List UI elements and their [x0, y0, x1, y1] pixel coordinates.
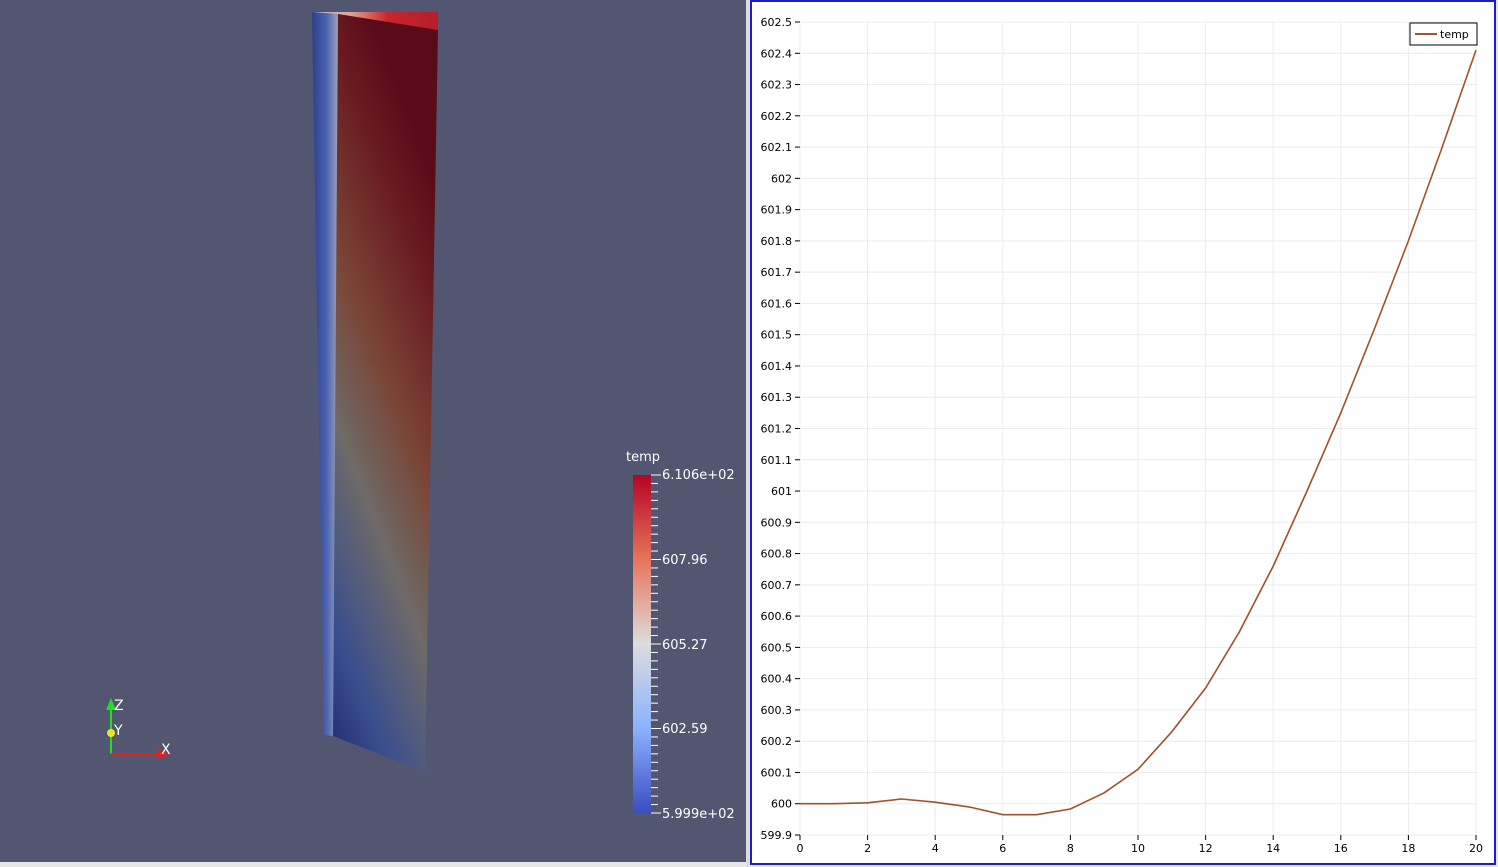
render-canvas[interactable]: temp 6.106e+02 607.96 605.27 602.59 5.99…: [0, 0, 746, 862]
y-tick-label: 599.9: [761, 829, 793, 842]
colorbar-label-max: 6.106e+02: [662, 468, 735, 483]
slab-side-face: [312, 12, 338, 736]
y-tick-label: 601: [771, 485, 792, 498]
y-tick-label: 600.6: [761, 610, 793, 623]
y-tick-label: 600.5: [761, 641, 793, 654]
orientation-axes: Z Y X: [106, 698, 171, 759]
x-tick-label: 16: [1334, 842, 1348, 855]
colorbar-label-min: 5.999e+02: [662, 807, 735, 822]
y-tick-label: 600.8: [761, 548, 793, 561]
x-tick-label: 2: [864, 842, 871, 855]
colorbar-label-3: 605.27: [662, 638, 708, 653]
x-tick-label: 0: [797, 842, 804, 855]
chart-grid: [799, 21, 1477, 836]
y-tick-label: 601.8: [761, 235, 793, 248]
legend-label-temp: temp: [1440, 28, 1469, 41]
legend[interactable]: temp: [1409, 22, 1478, 46]
x-axis-ticks: 0 2 4 6 8 10 12 14 16 18 20: [797, 835, 1483, 855]
y-tick-label: 602.5: [761, 16, 793, 29]
slab-top-face: [312, 12, 438, 30]
colorbar: [633, 475, 651, 813]
view-splitter[interactable]: [746, 0, 750, 867]
colorbar-label-2: 607.96: [662, 553, 708, 568]
axis-z-label: Z: [114, 698, 124, 714]
y-tick-label: 602.2: [761, 110, 793, 123]
y-tick-label: 601.5: [761, 329, 793, 342]
y-tick-label: 602.4: [761, 47, 793, 60]
axis-y-label: Y: [113, 723, 123, 739]
y-tick-label: 601.2: [761, 423, 793, 436]
y-tick-label: 602.3: [761, 79, 793, 92]
x-tick-label: 20: [1469, 842, 1483, 855]
y-tick-label: 600.4: [761, 673, 793, 686]
y-tick-label: 601.9: [761, 204, 793, 217]
colorbar-ticks: [651, 474, 661, 814]
colorbar-title: temp: [626, 450, 660, 465]
y-tick-label: 600.1: [761, 766, 793, 779]
render-view-3d[interactable]: temp 6.106e+02 607.96 605.27 602.59 5.99…: [0, 0, 746, 862]
y-tick-label: 601.1: [761, 454, 793, 467]
colorbar-label-4: 602.59: [662, 722, 708, 737]
y-tick-label: 601.4: [761, 360, 793, 373]
y-tick-label: 602: [771, 172, 792, 185]
x-tick-label: 12: [1199, 842, 1213, 855]
x-tick-label: 18: [1401, 842, 1415, 855]
y-tick-label: 600.3: [761, 704, 793, 717]
y-tick-label: 600.7: [761, 579, 793, 592]
y-axis-ticks: 599.9 600 600.1 600.2 600.3 600.4 600.5 600.6 60…: [761, 16, 800, 842]
x-tick-label: 14: [1266, 842, 1280, 855]
y-tick-label: 600: [771, 798, 792, 811]
x-tick-label: 8: [1067, 842, 1074, 855]
y-tick-label: 601.3: [761, 391, 793, 404]
y-tick-label: 600.2: [761, 735, 793, 748]
line-chart-view[interactable]: 599.9 600 600.1 600.2 600.3 600.4 600.5 600.6 60…: [750, 0, 1496, 865]
y-tick-label: 601.6: [761, 297, 793, 310]
slab-front-face: [333, 12, 438, 772]
y-tick-label: 602.1: [761, 141, 793, 154]
line-chart[interactable]: 599.9600600.1600.2600.3600.4600.5600.660…: [752, 2, 1498, 867]
x-tick-label: 4: [932, 842, 939, 855]
y-tick-label: 601.7: [761, 266, 793, 279]
x-tick-label: 6: [999, 842, 1006, 855]
y-tick-label: 600.9: [761, 516, 793, 529]
series-line-temp: [800, 49, 1477, 816]
x-tick-label: 10: [1131, 842, 1145, 855]
axis-x-label: X: [161, 742, 171, 758]
